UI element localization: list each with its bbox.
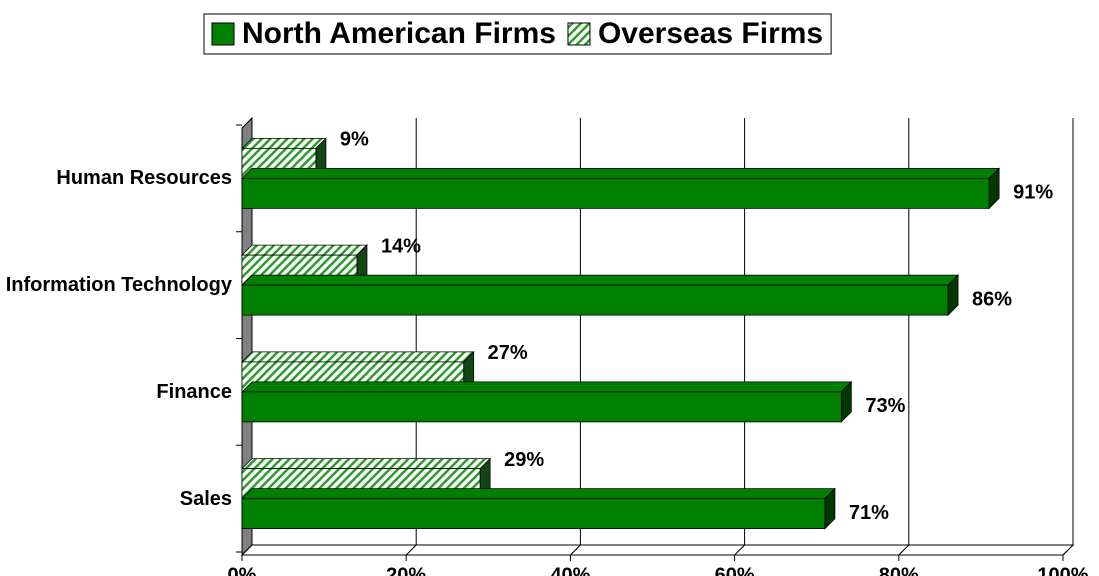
bar-face [241, 284, 949, 316]
value-label: 14% [381, 235, 421, 257]
x-tick-label: 60% [715, 564, 755, 576]
bar [241, 380, 853, 423]
legend-label: Overseas Firms [598, 17, 823, 50]
legend-swatch [211, 22, 235, 46]
grid-line [1062, 118, 1074, 556]
floor [240, 544, 1075, 556]
value-label: 73% [865, 395, 905, 417]
grid-line [734, 118, 746, 556]
legend: North American Firms Overseas Firms [203, 13, 832, 55]
bar-top [241, 244, 368, 256]
y-tick-label: Sales [179, 487, 232, 510]
bar [241, 487, 836, 530]
value-label: 27% [488, 342, 528, 364]
bar-top [241, 274, 960, 286]
bar-top [241, 351, 475, 363]
bar [241, 274, 960, 317]
value-label: 91% [1013, 182, 1053, 204]
bar-top [241, 381, 853, 393]
x-tick-label: 20% [386, 564, 426, 576]
bar [241, 167, 1001, 210]
legend-label: North American Firms [242, 17, 556, 50]
x-tick-label: 0% [228, 564, 257, 576]
back-wall [252, 118, 1073, 545]
grid-line [405, 118, 417, 556]
value-label: 9% [340, 129, 369, 151]
y-tick-label: Finance [156, 380, 232, 403]
legend-swatch [567, 22, 591, 46]
y-tick-label: Information Technology [5, 274, 232, 297]
bar-top [241, 137, 327, 149]
bar-face [241, 177, 990, 209]
x-tick-label: 100% [1037, 564, 1088, 576]
x-tick-label: 40% [550, 564, 590, 576]
grid-line [570, 118, 581, 556]
value-label: 71% [849, 502, 889, 524]
bar-top [241, 488, 836, 500]
bar-top [241, 167, 1001, 179]
value-label: 86% [972, 288, 1012, 310]
y-tick-label: Human Resources [56, 167, 232, 190]
grid-line [898, 118, 910, 556]
bar-face [241, 498, 826, 530]
bar-top [241, 458, 492, 470]
bar-face [241, 391, 842, 423]
legend-box [203, 13, 832, 55]
x-tick-label: 80% [879, 564, 919, 576]
value-label: 29% [504, 449, 544, 471]
